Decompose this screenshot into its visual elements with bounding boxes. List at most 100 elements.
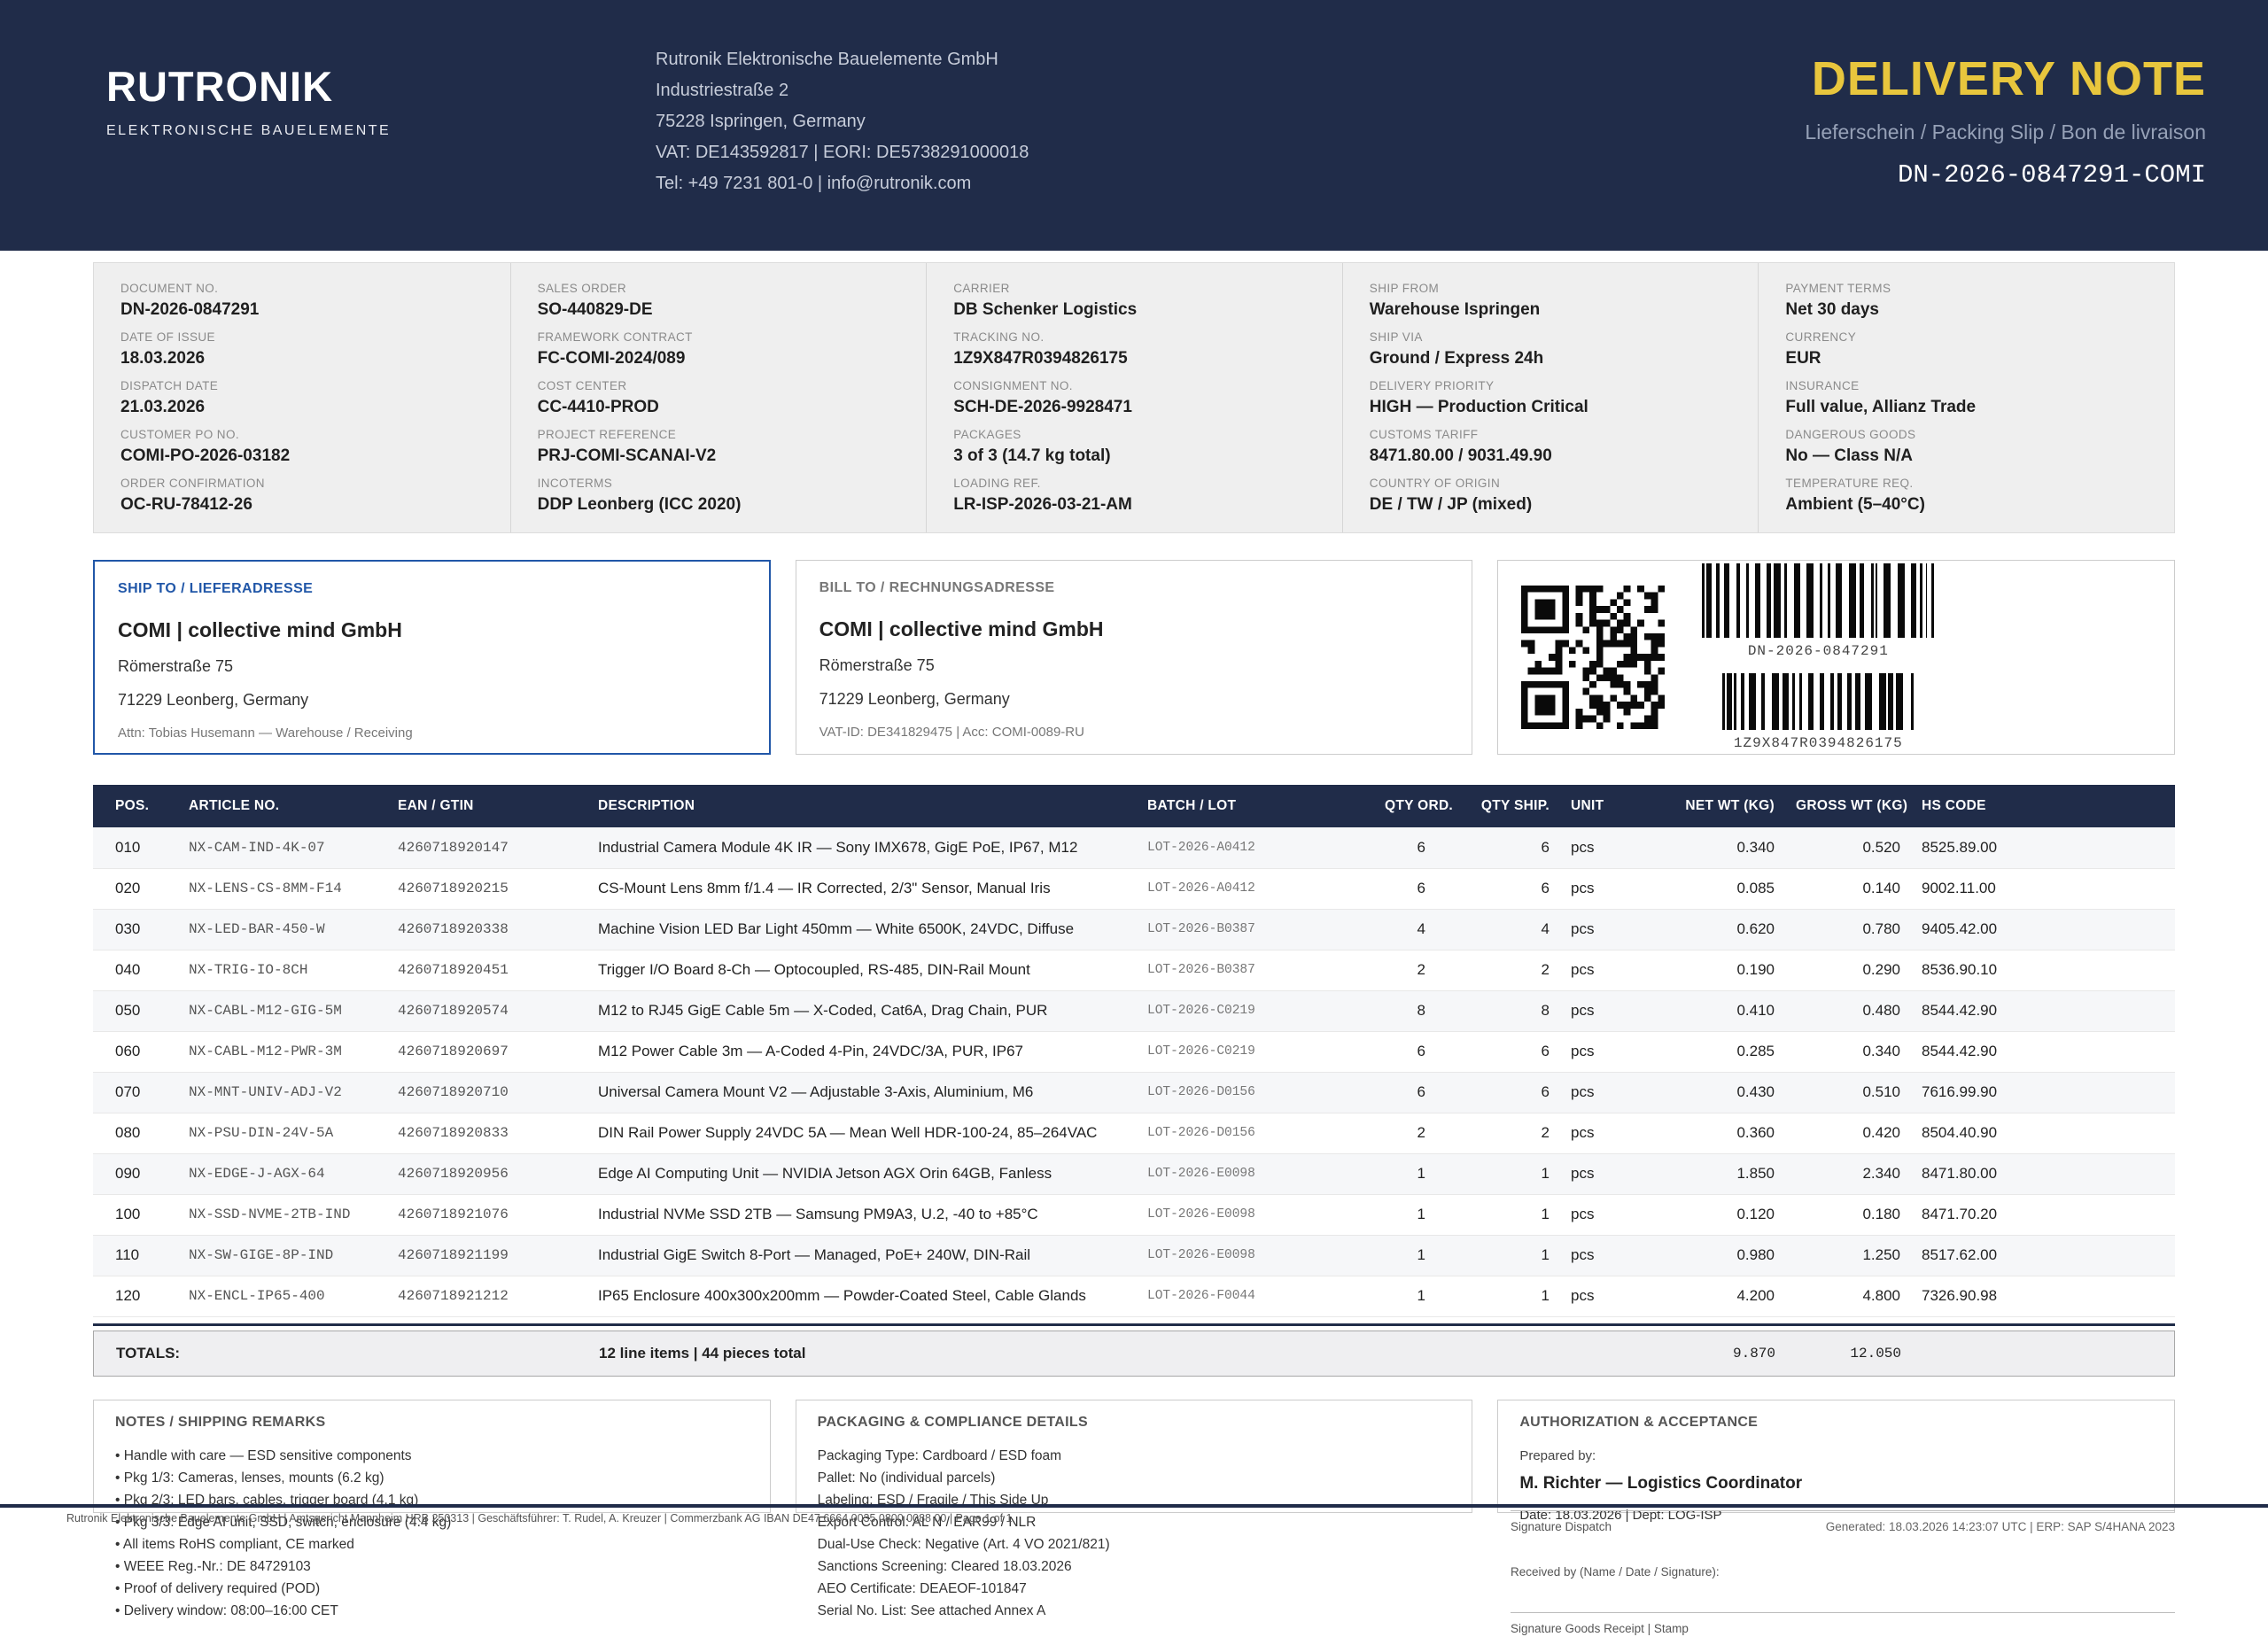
- signature-dispatch-row: Signature Dispatch Generated: 18.03.2026…: [1511, 1510, 2175, 1533]
- cell-unit: pcs: [1560, 990, 1642, 1032]
- barcode-icon: [1722, 673, 1915, 730]
- cell-batch-lot: LOT-2026-E0098: [1137, 1153, 1374, 1195]
- cell-batch-lot: LOT-2026-C0219: [1137, 990, 1374, 1032]
- notes-box: NOTES / SHIPPING REMARKS • Handle with c…: [93, 1399, 771, 1618]
- cell-qty-ordered: 6: [1374, 868, 1436, 910]
- ship-to-street: Römerstraße 75: [118, 657, 234, 675]
- cell-qty-shipped: 4: [1436, 909, 1560, 950]
- info-value: DN-2026-0847291: [120, 300, 260, 319]
- table-row: 050 NX-CABL-M12-GIG-5M 4260718920574 M12…: [93, 990, 2175, 1032]
- notes-title: NOTES / SHIPPING REMARKS: [115, 1414, 326, 1430]
- generated-timestamp: Generated: 18.03.2026 14:23:07 UTC | ERP…: [1825, 1520, 2175, 1533]
- cell-ean: 4260718920697: [387, 1031, 587, 1073]
- info-label: DELIVERY PRIORITY: [1369, 379, 1495, 392]
- info-label: TEMPERATURE REQ.: [1785, 477, 1914, 490]
- note-item: • Handle with care — ESD sensitive compo…: [115, 1447, 412, 1463]
- cell-ean: 4260718921076: [387, 1194, 587, 1236]
- cell-description: Trigger I/O Board 8-Ch — Optocoupled, RS…: [587, 950, 1137, 991]
- cell-unit: pcs: [1560, 1031, 1642, 1073]
- packaging-item: Serial No. List: See attached Annex A: [817, 1602, 1046, 1618]
- cell-hs-code: 8544.42.90: [1911, 1031, 2175, 1073]
- cell-description: DIN Rail Power Supply 24VDC 5A — Mean We…: [587, 1113, 1137, 1154]
- cell-qty-ordered: 8: [1374, 990, 1436, 1032]
- note-item: • Pkg 3/3: Edge AI unit, SSD, switch, en…: [115, 1514, 452, 1530]
- cell-qty-shipped: 8: [1436, 990, 1560, 1032]
- cell-batch-lot: LOT-2026-E0098: [1137, 1194, 1374, 1236]
- cell-pos: 110: [93, 1235, 178, 1276]
- packaging-item: Export Control: AL N / EAR99 / NLR: [817, 1514, 1037, 1530]
- note-item: • Pkg 1/3: Cameras, lenses, mounts (6.2 …: [115, 1470, 384, 1486]
- cell-gross-weight: 0.340: [1785, 1031, 1911, 1073]
- cell-batch-lot: LOT-2026-E0098: [1137, 1235, 1374, 1276]
- packaging-item: Dual-Use Check: Negative (Art. 4 VO 2021…: [817, 1536, 1110, 1552]
- info-cell: INSURANCE Full value, Allianz Trade: [1785, 379, 2148, 417]
- info-label: TRACKING NO.: [953, 330, 1045, 344]
- notes-list: • Handle with care — ESD sensitive compo…: [115, 1445, 749, 1622]
- cell-net-weight: 0.340: [1642, 827, 1785, 869]
- table-row: 020 NX-LENS-CS-8MM-F14 4260718920215 CS-…: [93, 868, 2175, 910]
- cell-gross-weight: 0.480: [1785, 990, 1911, 1032]
- table-row: 070 NX-MNT-UNIV-ADJ-V2 4260718920710 Uni…: [93, 1072, 2175, 1113]
- cell-net-weight: 0.085: [1642, 868, 1785, 910]
- cell-description: CS-Mount Lens 8mm f/1.4 — IR Corrected, …: [587, 868, 1137, 910]
- sender-address-line: 75228 Ispringen, Germany: [656, 112, 866, 131]
- cell-article-no: NX-CABL-M12-GIG-5M: [178, 990, 387, 1032]
- signature-goods-row: Signature Goods Receipt | Stamp: [1511, 1612, 2175, 1637]
- cell-qty-shipped: 6: [1436, 1072, 1560, 1113]
- info-value: SO-440829-DE: [537, 300, 653, 319]
- info-cell: SHIP FROM Warehouse Ispringen: [1370, 282, 1732, 320]
- info-cell: CUSTOMS TARIFF 8471.80.00 / 9031.49.90: [1370, 428, 1732, 466]
- packaging-item: Labeling: ESD / Fragile / This Side Up: [817, 1492, 1049, 1508]
- document-number: DN-2026-0847291-COMI: [1897, 160, 2206, 190]
- header-bar: RUTRONIK ELEKTRONISCHE BAUELEMENTE Rutro…: [0, 0, 2268, 251]
- info-cell: CARRIER DB Schenker Logistics: [953, 282, 1316, 320]
- cell-pos: 030: [93, 909, 178, 950]
- cell-batch-lot: LOT-2026-D0156: [1137, 1072, 1374, 1113]
- totals-label: TOTALS:: [116, 1344, 181, 1362]
- signature-goods-label: Signature Goods Receipt | Stamp: [1511, 1622, 1689, 1635]
- info-value: Full value, Allianz Trade: [1785, 398, 1977, 416]
- brand-name: RUTRONIK: [106, 63, 334, 110]
- cell-net-weight: 0.360: [1642, 1113, 1785, 1154]
- cell-ean: 4260718920451: [387, 950, 587, 991]
- cell-gross-weight: 0.780: [1785, 909, 1911, 950]
- cell-hs-code: 8517.62.00: [1911, 1235, 2175, 1276]
- note-item: • WEEE Reg.-Nr.: DE 84729103: [115, 1558, 311, 1574]
- table-row: 110 NX-SW-GIGE-8P-IND 4260718921199 Indu…: [93, 1235, 2175, 1276]
- info-label: DATE OF ISSUE: [120, 330, 215, 344]
- info-value: 21.03.2026: [120, 398, 206, 416]
- cell-qty-ordered: 1: [1374, 1276, 1436, 1317]
- cell-hs-code: 8525.89.00: [1911, 827, 2175, 869]
- footer-legal-text: Rutronik Elektronische Bauelemente GmbH …: [66, 1512, 1013, 1525]
- col-header-net-wt: NET WT (KG): [1642, 785, 1785, 827]
- cell-gross-weight: 1.250: [1785, 1235, 1911, 1276]
- packaging-item: Sanctions Screening: Cleared 18.03.2026: [817, 1558, 1072, 1574]
- info-value: DB Schenker Logistics: [953, 300, 1138, 319]
- cell-pos: 020: [93, 868, 178, 910]
- info-label: DANGEROUS GOODS: [1785, 428, 1916, 441]
- cell-batch-lot: LOT-2026-D0156: [1137, 1113, 1374, 1154]
- info-value: SCH-DE-2026-9928471: [953, 398, 1132, 416]
- info-cell: TEMPERATURE REQ. Ambient (5–40°C): [1785, 477, 2148, 515]
- cell-unit: pcs: [1560, 1153, 1642, 1195]
- info-value: Net 30 days: [1785, 300, 1880, 319]
- cell-hs-code: 8544.42.90: [1911, 990, 2175, 1032]
- cell-gross-weight: 0.290: [1785, 950, 1911, 991]
- col-header-hs-code: HS CODE: [1911, 785, 2175, 827]
- cell-gross-weight: 0.180: [1785, 1194, 1911, 1236]
- document-title-block: DELIVERY NOTE Lieferschein / Packing Sli…: [1805, 51, 2206, 190]
- cell-pos: 090: [93, 1153, 178, 1195]
- info-value: EUR: [1785, 349, 1821, 368]
- cell-article-no: NX-CAM-IND-4K-07: [178, 827, 387, 869]
- signature-dispatch-label: Signature Dispatch: [1511, 1520, 1612, 1533]
- cell-unit: pcs: [1560, 1276, 1642, 1317]
- cell-article-no: NX-SW-GIGE-8P-IND: [178, 1235, 387, 1276]
- info-value: 1Z9X847R0394826175: [953, 349, 1128, 368]
- brand-logo: RUTRONIK ELEKTRONISCHE BAUELEMENTE: [106, 62, 391, 139]
- info-cell: DANGEROUS GOODS No — Class N/A: [1785, 428, 2148, 466]
- sender-address-line: VAT: DE143592817 | EORI: DE5738291000018: [656, 143, 1029, 162]
- info-cell: TRACKING NO. 1Z9X847R0394826175: [953, 330, 1316, 369]
- cell-qty-shipped: 2: [1436, 1113, 1560, 1154]
- col-header-gross-wt: GROSS WT (KG): [1785, 785, 1911, 827]
- note-item: • Pkg 2/3: LED bars, cables, trigger boa…: [115, 1492, 419, 1508]
